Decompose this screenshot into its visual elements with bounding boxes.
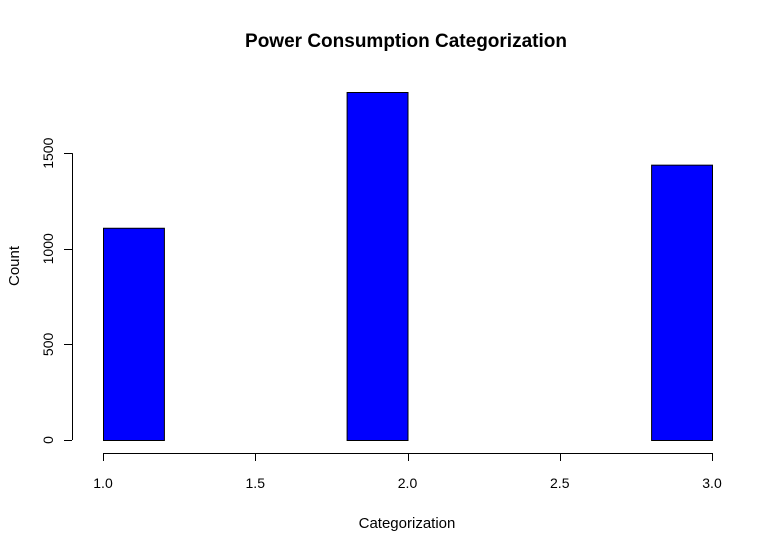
- bar-1: [346, 92, 409, 441]
- y-tick-label: 0: [40, 436, 56, 444]
- x-tick-label: 2.0: [398, 475, 418, 491]
- y-tick-label: 1500: [40, 137, 56, 168]
- y-axis-label: Count: [6, 245, 23, 286]
- y-axis: 0 500 1000 1500: [40, 137, 73, 444]
- bar-0: [103, 227, 165, 441]
- y-tick-label: 1000: [40, 233, 56, 264]
- x-tick-label: 2.5: [550, 475, 570, 491]
- x-tick-label: 1.0: [93, 475, 113, 491]
- x-axis: 1.0 1.5 2.0 2.5 3.0: [93, 453, 722, 491]
- bar-2: [651, 164, 713, 442]
- chart-title: Power Consumption Categorization: [245, 31, 567, 52]
- bars-group: [103, 92, 713, 442]
- x-tick-label: 1.5: [246, 475, 266, 491]
- y-tick-label: 500: [40, 333, 56, 357]
- x-axis-label: Categorization: [359, 515, 456, 532]
- x-tick-label: 3.0: [702, 475, 722, 491]
